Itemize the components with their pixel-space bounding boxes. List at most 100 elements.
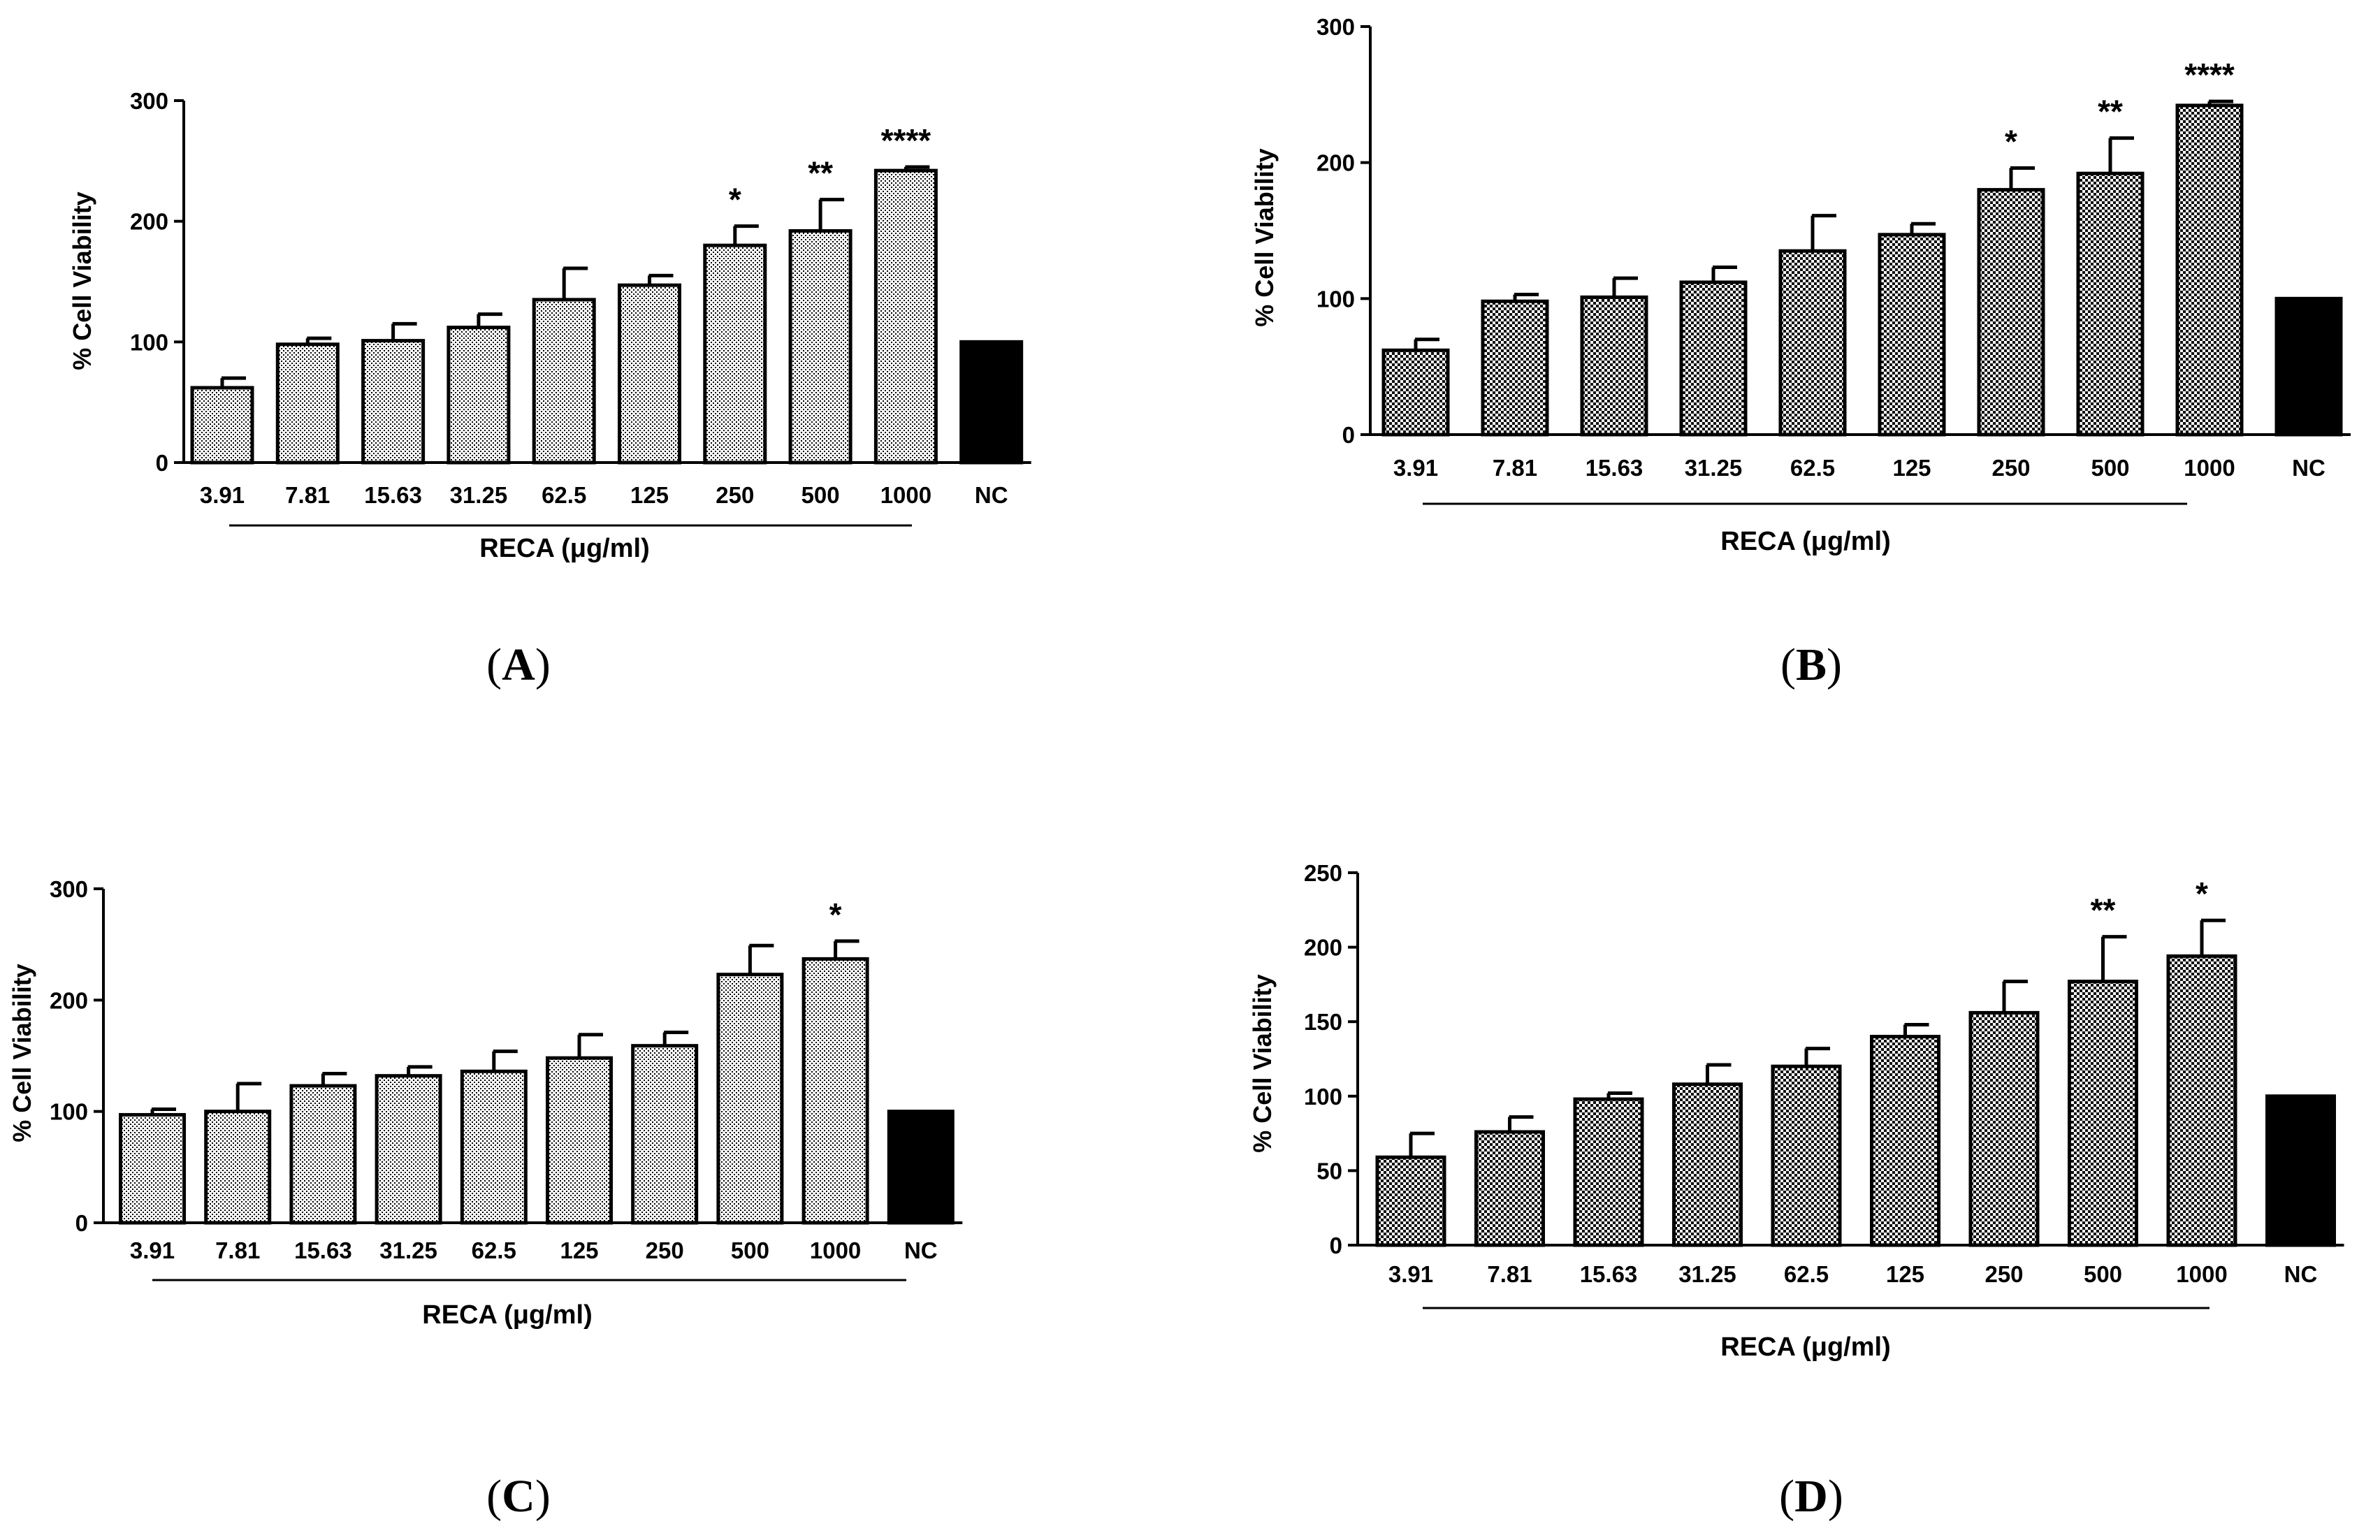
bar-250 [703, 243, 767, 465]
y-axis-label: % Cell Viability [68, 191, 96, 370]
bar-31.25 [1672, 1082, 1743, 1247]
panel-letter: A [502, 639, 535, 690]
bar-1000 [2175, 103, 2244, 437]
x-tick-label-15.63: 15.63 [1580, 1261, 1638, 1287]
y-tick-label: 100 [1304, 1084, 1342, 1110]
x-tick-label-NC: NC [975, 482, 1008, 508]
x-tick-label-7.81: 7.81 [285, 482, 330, 508]
y-tick-label: 200 [1316, 150, 1355, 176]
bar-NC [887, 1110, 955, 1225]
x-tick-label-31.25: 31.25 [1678, 1261, 1736, 1287]
significance-1000: **** [881, 122, 931, 159]
x-tick-label-250: 250 [646, 1237, 684, 1263]
x-tick-label-125: 125 [630, 482, 669, 508]
x-tick-label-3.91: 3.91 [1388, 1261, 1433, 1287]
y-tick-label: 0 [1330, 1233, 1342, 1258]
x-tick-label-NC: NC [2292, 455, 2325, 481]
panel-label: (C) [486, 1471, 551, 1522]
x-axis-label: RECA (μg/ml) [1720, 1332, 1891, 1362]
x-tick-label-1000: 1000 [2176, 1261, 2227, 1287]
bar-15.63 [289, 1084, 357, 1225]
y-tick-label: 100 [50, 1099, 88, 1125]
y-tick-label: 200 [50, 987, 88, 1013]
bar-31.25 [1679, 280, 1748, 437]
bar-15.63 [361, 339, 426, 465]
bar-NC [2265, 1094, 2336, 1247]
y-tick-label: 50 [1316, 1158, 1342, 1184]
x-tick-label-1000: 1000 [880, 482, 931, 508]
bar-500 [2076, 171, 2145, 437]
chart-panel-d: 0 50 100 150 200 250 % Cell Viability 3.91 7.81 1… [1248, 860, 2344, 1522]
y-tick-label: 300 [1316, 14, 1355, 40]
panels: 0 100 200 300 % Cell Viability 3.91 7.81 15.63 3… [8, 14, 2351, 1522]
x-tick-label-31.25: 31.25 [450, 482, 508, 508]
y-tick-label: 200 [1304, 935, 1342, 961]
x-tick-label-500: 500 [2084, 1261, 2122, 1287]
y-tick-label: 100 [1316, 286, 1355, 312]
y-axis-label: % Cell Viability [8, 964, 36, 1142]
x-tick-label-125: 125 [560, 1237, 598, 1263]
y-tick-label: 300 [130, 88, 168, 114]
bar-62.5 [1778, 249, 1847, 437]
x-tick-label-500: 500 [801, 482, 840, 508]
chart-panel-c: 0 100 200 300 % Cell Viability 3.91 7.81 15.63 3… [8, 876, 963, 1522]
x-tick-label-62.5: 62.5 [1784, 1261, 1829, 1287]
x-tick-label-NC: NC [2284, 1261, 2318, 1287]
bar-125 [546, 1056, 613, 1225]
x-tick-label-15.63: 15.63 [294, 1237, 352, 1263]
bar-15.63 [1573, 1097, 1644, 1247]
x-tick-label-NC: NC [904, 1237, 938, 1263]
x-tick-label-500: 500 [731, 1237, 769, 1263]
x-axis-label: RECA (μg/ml) [1720, 527, 1891, 556]
significance-1000: **** [2184, 57, 2235, 93]
x-tick-label-3.91: 3.91 [130, 1237, 175, 1263]
panel-letter: D [1794, 1471, 1828, 1522]
x-axis-label: RECA (μg/ml) [422, 1300, 593, 1330]
y-axis-label: % Cell Viability [1250, 148, 1279, 326]
x-tick-label-1000: 1000 [810, 1237, 861, 1263]
bar-250 [1968, 1010, 2040, 1247]
x-tick-label-250: 250 [1984, 1261, 2023, 1287]
x-tick-label-62.5: 62.5 [472, 1237, 516, 1263]
bar-7.81 [275, 342, 340, 465]
chart-panel-a: 0 100 200 300 % Cell Viability 3.91 7.81 15.63 3… [68, 88, 1031, 690]
bar-3.91 [1375, 1155, 1446, 1247]
bar-7.81 [1481, 299, 1549, 437]
bar-62.5 [460, 1069, 528, 1225]
chart-panel-b: 0 100 200 300 % Cell Viability 3.91 7.81 15.63 3… [1250, 14, 2351, 690]
x-tick-label-7.81: 7.81 [215, 1237, 260, 1263]
y-tick-label: 100 [130, 329, 168, 355]
significance-1000: * [829, 896, 842, 933]
bar-250 [1977, 188, 2045, 437]
y-tick-label: 0 [156, 450, 168, 476]
bar-1000 [2166, 954, 2237, 1247]
bar-62.5 [532, 298, 596, 465]
y-tick-label: 150 [1304, 1009, 1342, 1035]
panel-letter: B [1796, 639, 1827, 690]
bar-7.81 [1474, 1130, 1545, 1247]
x-tick-label-31.25: 31.25 [379, 1237, 437, 1263]
bar-125 [1870, 1035, 1940, 1247]
x-tick-label-62.5: 62.5 [542, 482, 586, 508]
significance-1000: * [2196, 876, 2208, 912]
x-tick-label-250: 250 [716, 482, 754, 508]
x-tick-label-3.91: 3.91 [1393, 455, 1438, 481]
bar-7.81 [204, 1110, 272, 1225]
x-tick-label-7.81: 7.81 [1493, 455, 1537, 481]
significance-500: ** [2091, 892, 2116, 929]
panel-label: (B) [1780, 639, 1842, 690]
panel-letter: C [502, 1471, 535, 1522]
x-tick-label-62.5: 62.5 [1790, 455, 1835, 481]
bar-500 [2068, 980, 2138, 1247]
bar-250 [631, 1044, 699, 1225]
x-axis-label: RECA (μg/ml) [479, 534, 650, 563]
panel-label: (D) [1779, 1471, 1843, 1522]
y-axis-label: % Cell Viability [1248, 974, 1277, 1152]
bar-125 [1878, 233, 1946, 437]
x-tick-label-125: 125 [1892, 455, 1931, 481]
bar-NC [959, 340, 1024, 465]
bar-3.91 [119, 1112, 186, 1225]
bar-3.91 [190, 386, 254, 465]
bar-NC [2274, 296, 2343, 437]
